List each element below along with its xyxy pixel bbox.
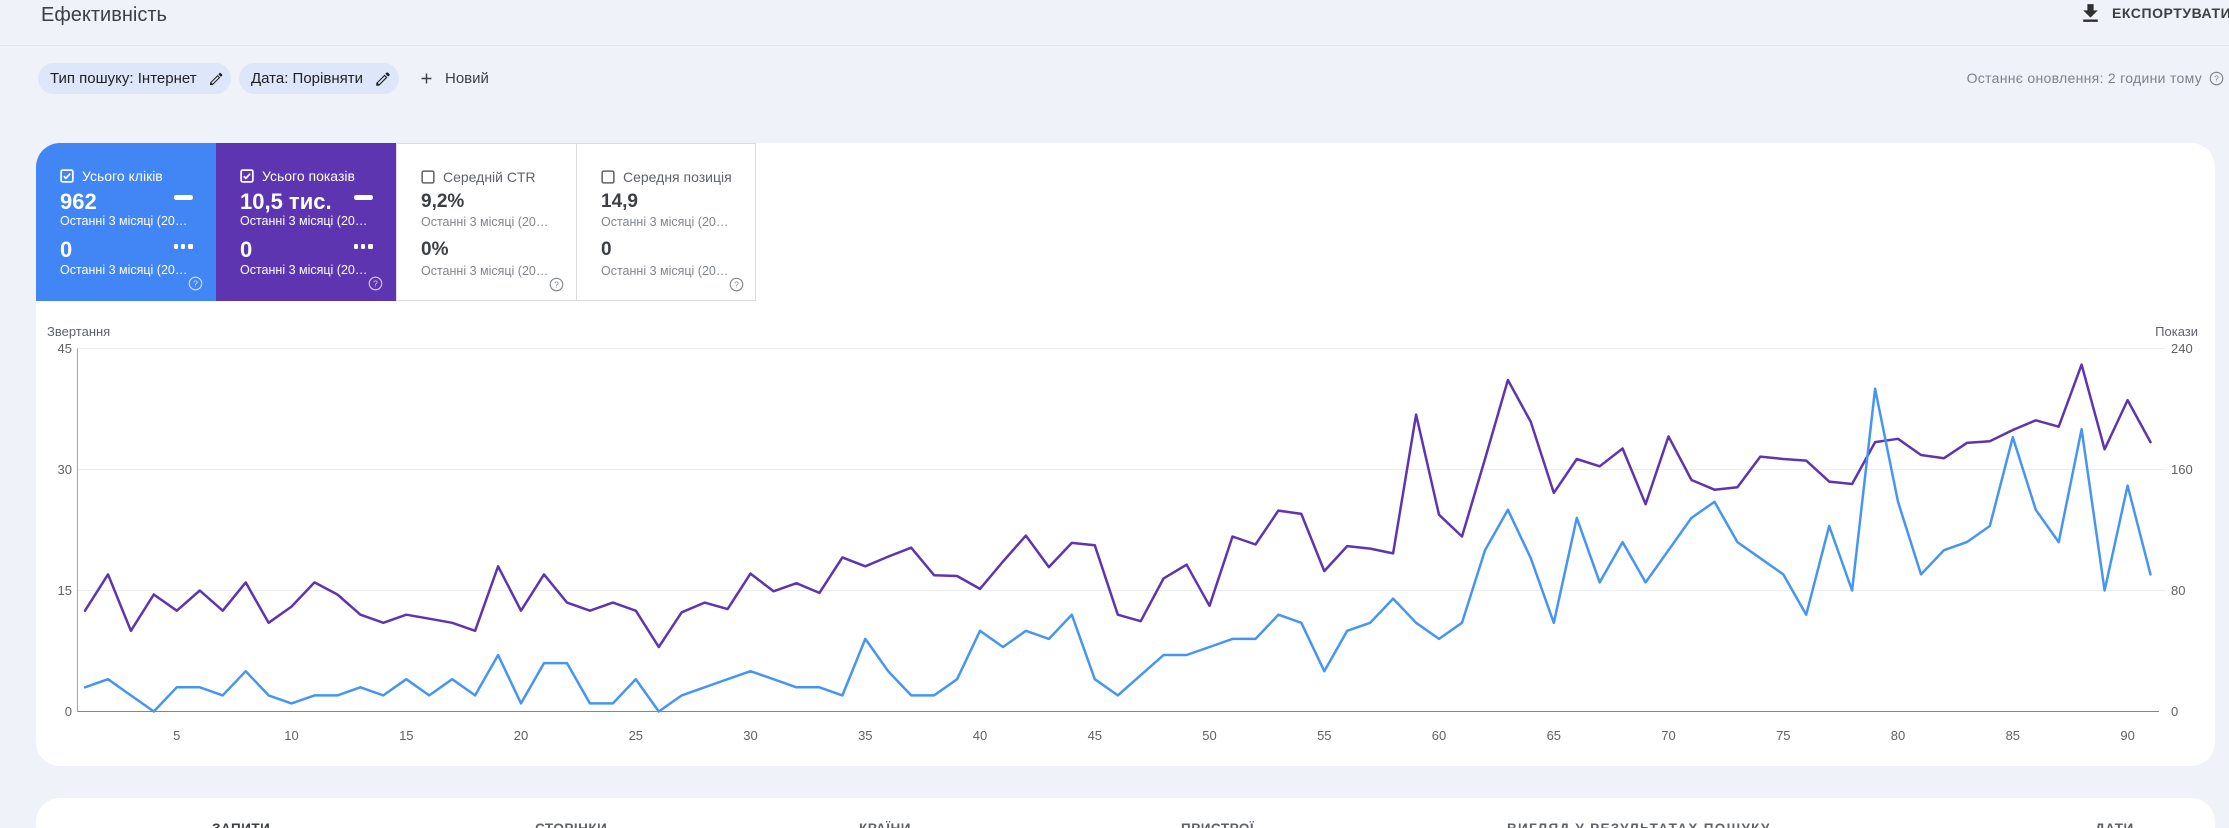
svg-text:80: 80 (2171, 583, 2185, 598)
svg-text:25: 25 (629, 728, 643, 743)
svg-text:?: ? (193, 279, 198, 289)
svg-text:30: 30 (743, 728, 757, 743)
svg-text:65: 65 (1547, 728, 1561, 743)
svg-text:35: 35 (858, 728, 872, 743)
svg-text:15: 15 (58, 583, 72, 598)
svg-text:40: 40 (973, 728, 987, 743)
svg-text:30: 30 (58, 462, 72, 477)
svg-text:90: 90 (2120, 728, 2134, 743)
svg-text:?: ? (373, 279, 378, 289)
svg-text:80: 80 (1891, 728, 1905, 743)
svg-text:70: 70 (1661, 728, 1675, 743)
svg-text:5: 5 (173, 728, 180, 743)
svg-text:85: 85 (2006, 728, 2020, 743)
svg-text:55: 55 (1317, 728, 1331, 743)
svg-text:?: ? (2214, 73, 2219, 83)
svg-text:45: 45 (1088, 728, 1102, 743)
svg-text:10: 10 (284, 728, 298, 743)
svg-text:?: ? (734, 280, 739, 290)
svg-text:20: 20 (514, 728, 528, 743)
svg-text:Звертання: Звертання (47, 324, 110, 339)
svg-text:60: 60 (1432, 728, 1446, 743)
svg-text:15: 15 (399, 728, 413, 743)
svg-text:160: 160 (2171, 462, 2193, 477)
svg-text:50: 50 (1202, 728, 1216, 743)
svg-text:Покази: Покази (2155, 324, 2198, 339)
svg-text:0: 0 (2171, 704, 2178, 719)
svg-text:45: 45 (58, 341, 72, 356)
svg-text:0: 0 (65, 704, 72, 719)
svg-text:75: 75 (1776, 728, 1790, 743)
svg-text:?: ? (554, 280, 559, 290)
svg-text:240: 240 (2171, 341, 2193, 356)
